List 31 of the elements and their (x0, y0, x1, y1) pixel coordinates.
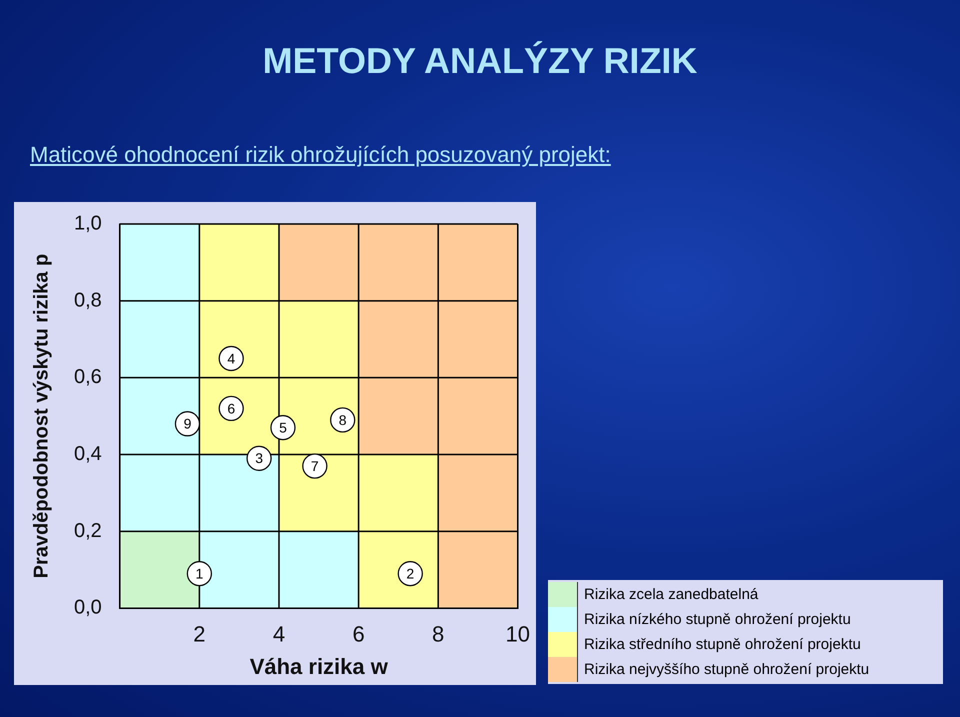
chart-subtitle: Maticové ohodnocení rizik ohrožujících posuzovaný projekt: (30, 142, 611, 168)
point (302, 453, 328, 479)
annotation: 1 (195, 565, 204, 582)
legend-label: Rizika nízkého stupně ohrožení projektu (584, 611, 851, 628)
y-tick-label: 0,4 (74, 443, 102, 466)
y-axis-title: Pravděpodobnost výskytu rizika p (30, 254, 53, 578)
annotation: 9 (184, 416, 192, 432)
chart-title: METODY ANALÝZY RIZIK (262, 40, 698, 82)
y-tick-label: 0,0 (74, 596, 102, 619)
point (186, 561, 212, 586)
x-axis-title: Váha rizika w (250, 654, 389, 679)
annotation: 6 (227, 400, 236, 416)
point (398, 561, 423, 586)
legend-label: Rizika zcela zanedbatelná (584, 586, 758, 603)
annotation: 3 (255, 450, 264, 466)
x-tick-label: 4 (272, 621, 286, 646)
y-tick-label: 0,8 (74, 289, 102, 312)
annotation: 4 (227, 350, 236, 366)
annotation: 5 (279, 419, 288, 436)
annotation: 7 (310, 458, 319, 474)
x-tick-label: 10 (506, 621, 530, 646)
x-tick-label: 8 (432, 621, 444, 646)
legend-label: Rizika středního stupně ohrožení projektu (584, 636, 861, 653)
x-tick-label: 6 (352, 621, 365, 646)
y-tick-label: 0,6 (74, 366, 102, 388)
legend-label: Rizika nejvyššího stupně ohrožení projektu (584, 661, 870, 678)
annotation: 8 (338, 412, 347, 428)
annotation: 2 (406, 565, 414, 582)
x-tick-label: 2 (193, 621, 206, 646)
y-tick-label: 1,0 (74, 212, 102, 235)
y-tick-label: 0,2 (74, 520, 102, 542)
